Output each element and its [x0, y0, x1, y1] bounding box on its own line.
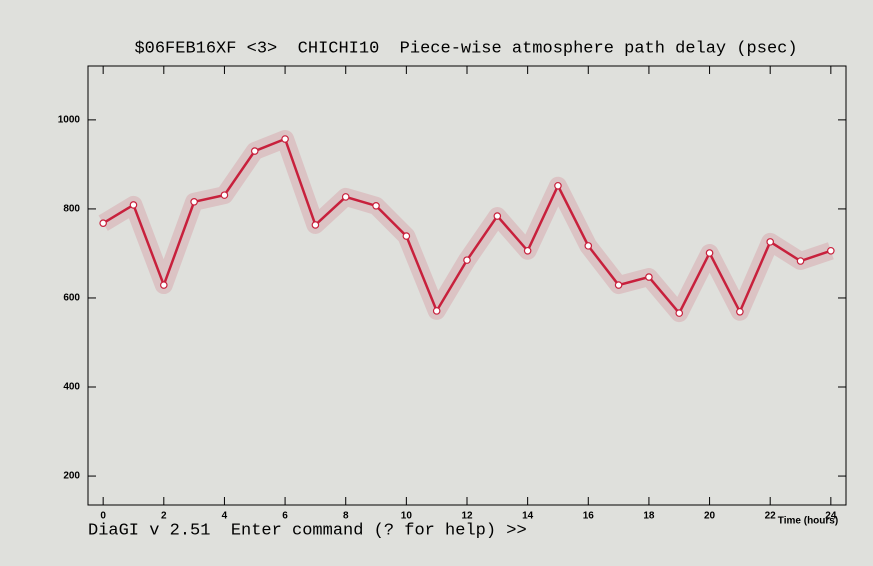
data-point [523, 246, 532, 255]
x-tick-label: 4 [222, 511, 228, 522]
data-point [372, 202, 380, 210]
data-point [796, 257, 805, 265]
status-bar: DiaGI v 2.51 Enter command (? for help) … [88, 521, 527, 540]
x-tick-label: 8 [343, 511, 349, 522]
data-point [554, 181, 562, 190]
data-point [766, 238, 775, 246]
x-tick-label: 10 [401, 511, 413, 522]
x-tick-label: 18 [643, 511, 655, 522]
data-point [129, 201, 138, 209]
data-point [281, 135, 289, 143]
data-point [250, 147, 259, 155]
error-band [98, 130, 834, 323]
y-tick-label: 600 [63, 293, 80, 304]
data-point [675, 309, 684, 317]
data-point [827, 246, 835, 255]
data-point [463, 256, 471, 264]
data-point [493, 212, 502, 220]
data-point [341, 193, 350, 201]
data-point [190, 197, 198, 206]
x-tick-label: 22 [765, 511, 777, 522]
x-tick-label: 6 [282, 511, 288, 522]
data-point [432, 307, 441, 315]
chart-title: $06FEB16XF <3> CHICHI10 Piece-wise atmos… [134, 39, 797, 58]
data-point [311, 221, 320, 229]
y-tick-label: 200 [63, 471, 80, 482]
y-tick-label: 800 [63, 204, 80, 215]
data-point [584, 242, 593, 250]
data-point [705, 249, 714, 257]
data-point [402, 232, 411, 240]
x-axis-label: Time (hours) [778, 516, 838, 527]
x-tick-label: 2 [161, 511, 167, 522]
data-point [220, 191, 229, 199]
data-point [99, 219, 107, 227]
y-tick-label: 1000 [58, 115, 81, 126]
x-tick-label: 0 [100, 511, 106, 522]
x-tick-label: 14 [522, 511, 534, 522]
x-tick-label: 12 [461, 511, 473, 522]
y-tick-label: 400 [63, 382, 80, 393]
data-point [614, 281, 623, 289]
data-point [160, 281, 168, 289]
x-tick-label: 20 [704, 511, 716, 522]
data-point [736, 307, 744, 316]
x-tick-label: 24 [825, 511, 837, 522]
x-tick-label: 16 [583, 511, 595, 522]
data-point [645, 273, 653, 281]
